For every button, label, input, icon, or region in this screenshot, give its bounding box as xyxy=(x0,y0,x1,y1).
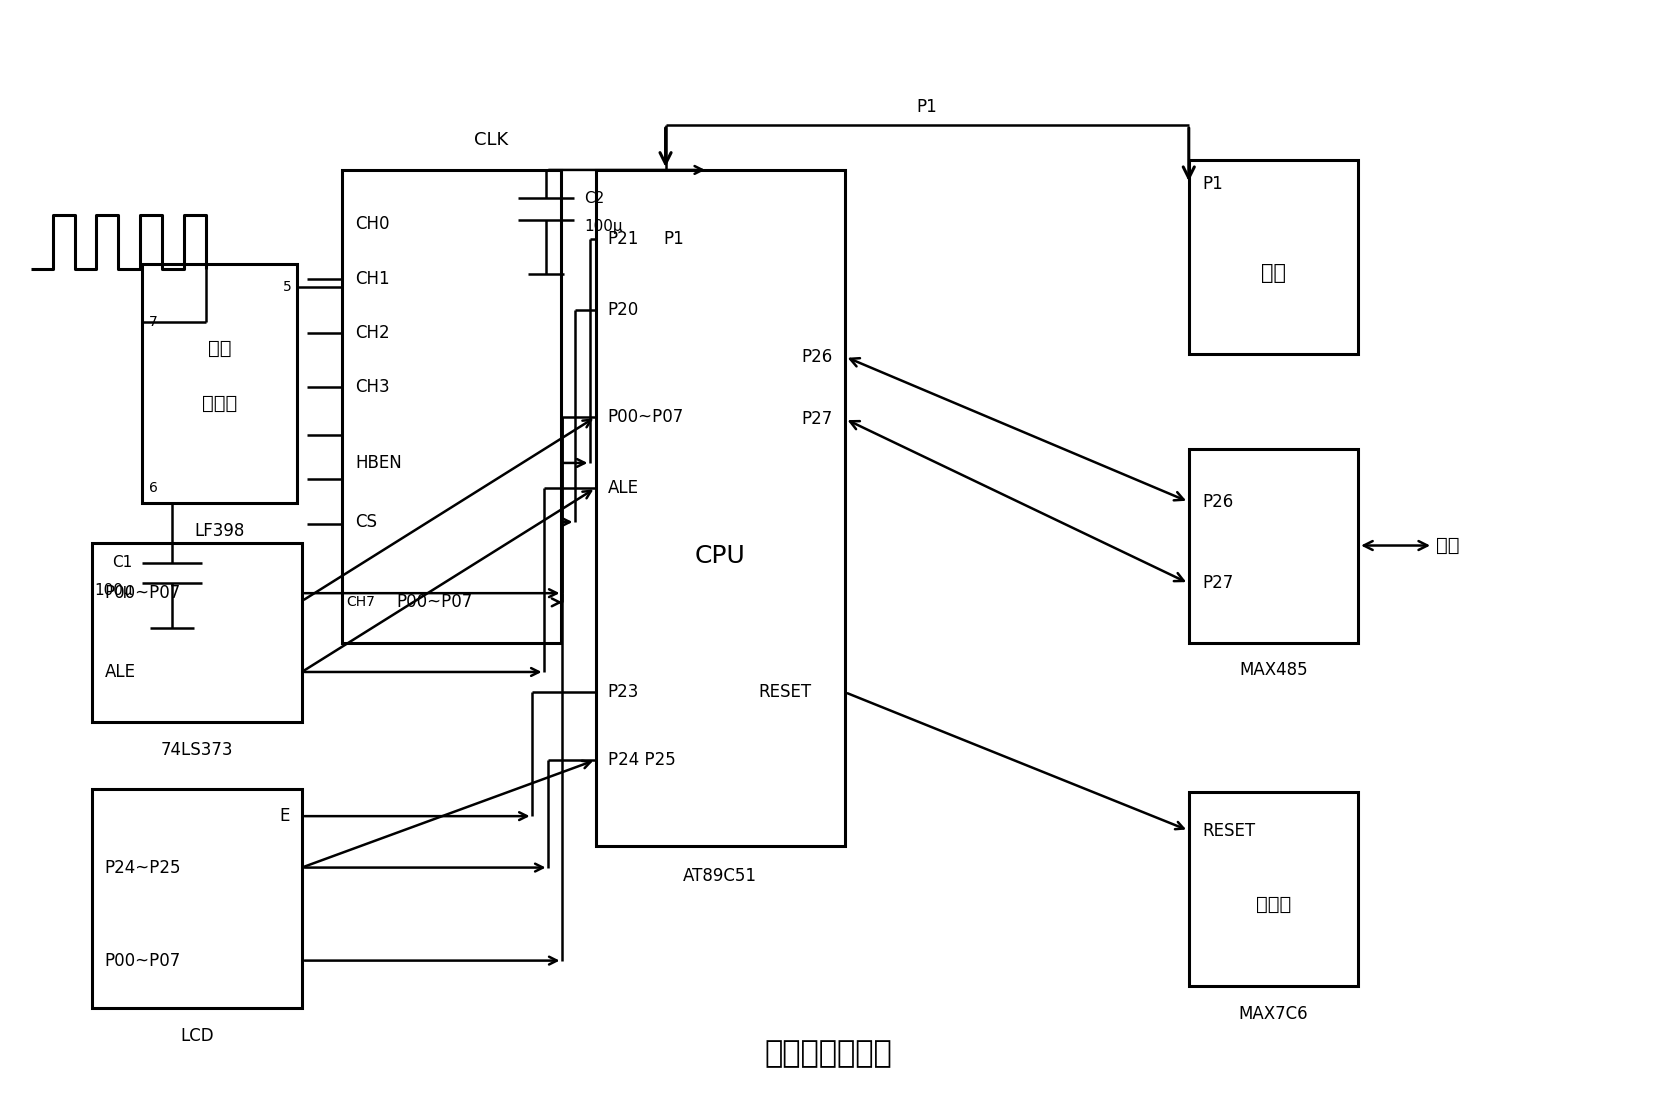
Text: 串口: 串口 xyxy=(1435,536,1458,554)
Text: AT89C51: AT89C51 xyxy=(684,867,756,885)
Text: LCD: LCD xyxy=(180,1027,213,1044)
Text: CH7: CH7 xyxy=(346,595,376,609)
Bar xyxy=(93,788,301,1008)
Text: E: E xyxy=(280,807,290,825)
Bar xyxy=(1188,160,1357,354)
Text: 100μ: 100μ xyxy=(94,583,132,598)
Text: P1: P1 xyxy=(1202,176,1223,193)
Text: CH1: CH1 xyxy=(356,270,391,288)
Text: 保持器: 保持器 xyxy=(202,393,237,413)
Text: P00~P07: P00~P07 xyxy=(104,952,180,970)
Text: CH0: CH0 xyxy=(356,215,391,233)
Text: P27: P27 xyxy=(1202,574,1233,592)
Text: ALE: ALE xyxy=(104,663,136,681)
Bar xyxy=(1188,792,1357,986)
Text: P00~P07: P00~P07 xyxy=(607,407,684,426)
Text: P27: P27 xyxy=(801,410,832,428)
Text: P00~P07: P00~P07 xyxy=(396,593,472,612)
Text: CLK: CLK xyxy=(473,131,508,149)
Text: 5: 5 xyxy=(283,280,291,294)
Text: P00~P07: P00~P07 xyxy=(104,584,180,602)
Text: P24 P25: P24 P25 xyxy=(607,751,675,769)
Text: 74LS373: 74LS373 xyxy=(161,741,233,759)
Text: RESET: RESET xyxy=(1202,821,1254,840)
Text: P23: P23 xyxy=(607,683,639,702)
Text: 7: 7 xyxy=(149,315,157,328)
Bar xyxy=(93,544,301,722)
Text: MAX485: MAX485 xyxy=(1238,661,1307,680)
Text: P24~P25: P24~P25 xyxy=(104,859,180,876)
Text: C2: C2 xyxy=(584,191,604,206)
Text: 键盘: 键盘 xyxy=(1259,262,1286,282)
Bar xyxy=(1188,448,1357,642)
Bar xyxy=(341,170,561,642)
Text: 看门狗: 看门狗 xyxy=(1254,895,1291,914)
Text: ALE: ALE xyxy=(607,479,639,497)
Text: P1: P1 xyxy=(664,229,684,248)
Text: 100μ: 100μ xyxy=(584,220,622,234)
Text: LF398: LF398 xyxy=(194,522,245,540)
Text: CH2: CH2 xyxy=(356,324,391,341)
Text: C1: C1 xyxy=(113,556,132,571)
Text: P26: P26 xyxy=(801,348,832,366)
Text: P20: P20 xyxy=(607,301,639,320)
Text: CPU: CPU xyxy=(695,544,745,568)
Text: P21: P21 xyxy=(607,229,639,248)
Text: 采样: 采样 xyxy=(207,338,232,358)
Text: CS: CS xyxy=(356,513,377,531)
Text: 单片机控制电路: 单片机控制电路 xyxy=(763,1039,892,1068)
Text: HBEN: HBEN xyxy=(356,453,402,472)
Text: P1: P1 xyxy=(917,98,937,116)
Text: CH3: CH3 xyxy=(356,379,391,396)
Bar xyxy=(596,170,844,847)
Bar xyxy=(142,265,296,503)
Text: MAX7C6: MAX7C6 xyxy=(1238,1005,1307,1022)
Text: P26: P26 xyxy=(1202,493,1233,511)
Text: 6: 6 xyxy=(149,481,159,495)
Text: RESET: RESET xyxy=(758,683,811,702)
